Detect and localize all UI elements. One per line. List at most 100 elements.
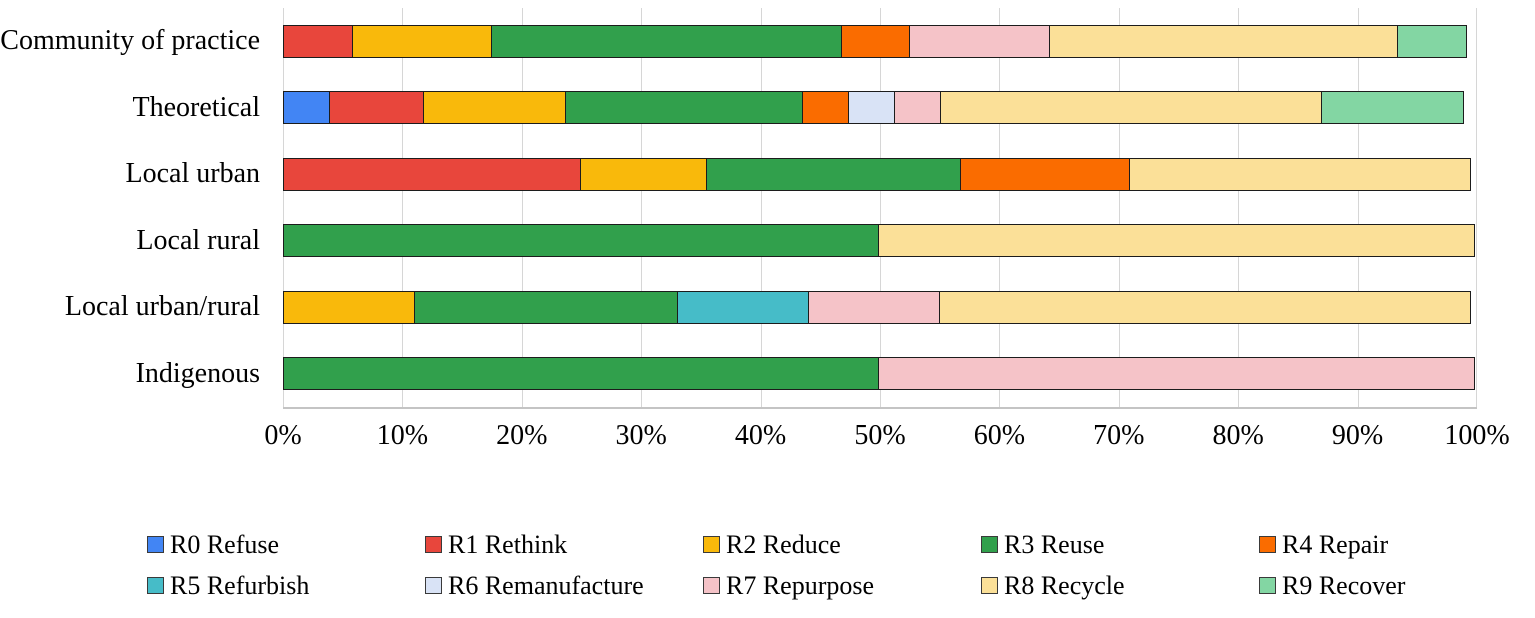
gridline <box>521 8 523 407</box>
bar-segment <box>283 290 416 324</box>
legend-swatch-icon <box>147 536 164 553</box>
bar-segment <box>940 91 1323 125</box>
bar-segment <box>283 157 582 191</box>
bar-segment <box>423 91 567 125</box>
bar-row <box>283 274 1477 341</box>
x-axis-tick-label: 30% <box>615 420 667 451</box>
legend-label: R5 Refurbish <box>170 570 310 600</box>
percent-axis: 0% 10% 20% 30% 40% 50% 60% 70% 80% 90% 100% <box>264 420 1509 460</box>
bar-segment <box>1048 24 1399 58</box>
legend-label: R7 Repurpose <box>726 570 875 600</box>
bar-row <box>283 208 1477 275</box>
bar-segment <box>706 157 962 191</box>
legend-item: R1 Rethink <box>425 530 703 560</box>
legend-swatch-icon <box>1259 536 1276 553</box>
legend-swatch-icon <box>703 577 720 594</box>
bar-segment <box>878 357 1476 391</box>
bar-segment <box>848 91 896 125</box>
bar-segment <box>840 24 912 58</box>
bar-segment <box>1396 24 1468 58</box>
legend-label: R4 Repair <box>1282 529 1389 559</box>
legend-swatch-icon <box>981 577 998 594</box>
legend: R0 Refuse R1 Rethink R2 Reduce R3 Reuse R4 R… <box>147 524 1535 606</box>
bar-row <box>283 75 1477 142</box>
category-label: Local urban/rural <box>64 291 260 323</box>
bar-segment <box>1129 157 1471 191</box>
legend-swatch-icon <box>425 577 442 594</box>
legend-swatch-icon <box>425 536 442 553</box>
bar-segment <box>878 224 1476 258</box>
category-label: Indigenous <box>135 357 260 389</box>
legend-item: R5 Refurbish <box>147 571 425 601</box>
stacked-bar <box>283 357 1477 391</box>
bar-segment <box>351 24 493 58</box>
gridline <box>1476 8 1477 407</box>
stacked-bar <box>283 24 1477 58</box>
legend-item: R9 Recover <box>1259 571 1535 601</box>
bar-segment <box>939 290 1471 324</box>
gridline <box>1118 8 1120 407</box>
x-axis-tick-label: 10% <box>376 420 429 451</box>
legend-item: R7 Repurpose <box>703 571 981 601</box>
bar-segment <box>329 91 425 125</box>
bar-segment <box>1320 91 1465 125</box>
legend-swatch-icon <box>703 536 720 553</box>
bar-segment <box>959 157 1131 191</box>
bar-segment <box>283 24 354 58</box>
x-axis-tick-label: 60% <box>973 420 1026 451</box>
bar-segment <box>801 91 850 125</box>
bar-segment <box>283 224 880 258</box>
bar-segment <box>894 91 943 125</box>
x-axis-tick-label: 40% <box>734 420 787 451</box>
category-label: Community of practice <box>0 25 260 57</box>
gridline <box>283 8 284 407</box>
legend-label: R2 Reduce <box>726 529 841 559</box>
x-axis-tick-label: 50% <box>854 420 906 451</box>
legend-item: R0 Refuse <box>147 530 425 560</box>
gridline <box>760 8 762 407</box>
category-label: Theoretical <box>132 91 260 123</box>
bar-segment <box>413 290 679 324</box>
bar-segment <box>579 157 708 191</box>
category-axis: Community of practice Theoretical Local ur… <box>0 8 270 407</box>
stacked-bar <box>283 157 1477 191</box>
bar-segment <box>808 290 941 324</box>
legend-item: R4 Repair <box>1259 530 1535 560</box>
legend-swatch-icon <box>147 577 164 594</box>
gridline <box>641 8 643 407</box>
x-axis-tick-label: 0% <box>264 420 302 451</box>
legend-swatch-icon <box>981 536 998 553</box>
legend-label: R1 Rethink <box>448 529 568 559</box>
category-label: Local rural <box>136 224 260 256</box>
bar-segment <box>283 357 880 391</box>
bar-segment <box>677 290 810 324</box>
bar-segment <box>909 24 1051 58</box>
x-axis-tick-label: 70% <box>1093 420 1145 451</box>
legend-item: R3 Reuse <box>981 530 1259 560</box>
bar-segment <box>564 91 804 125</box>
bar-row <box>283 141 1477 208</box>
bar-segment <box>283 91 331 125</box>
gridline <box>402 8 404 407</box>
x-axis-tick-label: 20% <box>496 420 548 451</box>
bar-row <box>283 341 1477 408</box>
x-axis-tick-label: 90% <box>1331 420 1384 451</box>
stacked-bar <box>283 91 1477 125</box>
legend-item: R2 Reduce <box>703 530 981 560</box>
stacked-bar <box>283 290 1477 324</box>
legend-swatch-icon <box>1259 577 1276 594</box>
x-axis-tick-label: 80% <box>1212 420 1264 451</box>
gridline <box>880 8 881 407</box>
legend-item: R8 Recycle <box>981 571 1259 601</box>
legend-label: R0 Refuse <box>170 529 280 559</box>
x-axis-tick-label: 100% <box>1444 420 1510 451</box>
legend-label: R8 Recycle <box>1004 570 1125 600</box>
stacked-bar <box>283 224 1477 258</box>
plot-area <box>283 8 1477 409</box>
legend-item: R6 Remanufacture <box>425 571 703 601</box>
bar-row <box>283 8 1477 75</box>
legend-label: R3 Reuse <box>1004 529 1105 559</box>
gridline <box>1357 8 1359 407</box>
gridline <box>999 8 1001 407</box>
